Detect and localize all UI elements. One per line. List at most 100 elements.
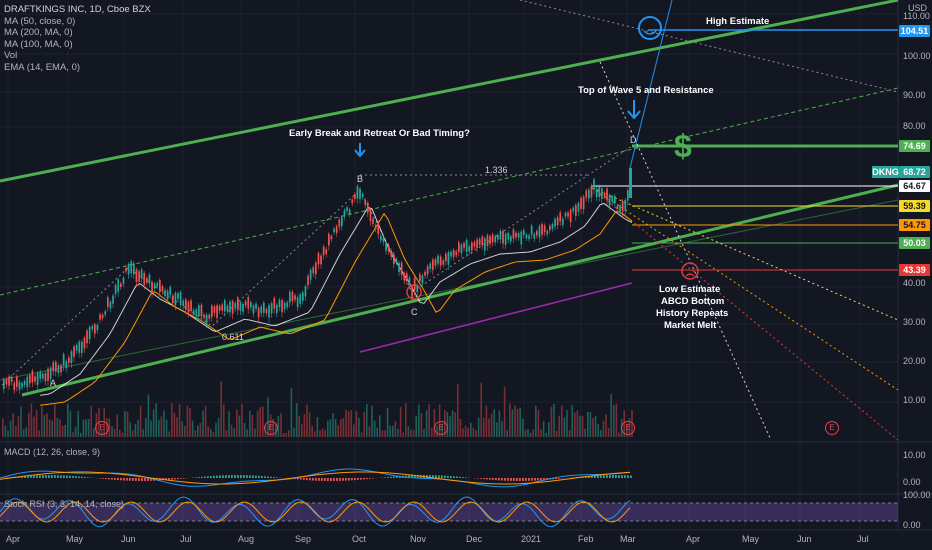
candle bbox=[411, 286, 413, 298]
currency-label[interactable]: USD bbox=[908, 3, 928, 13]
stoch-rsi-label[interactable]: Stoch RSI (3, 3, 14, 14, close) bbox=[4, 499, 125, 509]
macd-hist-bar bbox=[72, 475, 74, 478]
candle bbox=[114, 284, 117, 294]
candle bbox=[484, 238, 486, 251]
macd-hist-bar bbox=[105, 478, 107, 480]
candle bbox=[447, 252, 450, 265]
candle bbox=[580, 197, 582, 209]
volume-bar bbox=[488, 418, 490, 437]
macd-hist-bar bbox=[87, 477, 89, 478]
time-tick: Aug bbox=[238, 534, 255, 544]
earnings-badge[interactable]: E bbox=[95, 421, 109, 435]
price-tag-label: 68.72 bbox=[903, 167, 926, 177]
volume-bar bbox=[332, 412, 334, 437]
legend-symbol[interactable]: DRAFTKINGS INC, 1D, Cboe BZX bbox=[4, 4, 151, 15]
candles bbox=[3, 168, 632, 394]
candle bbox=[190, 300, 192, 312]
macd-hist-bar bbox=[306, 478, 308, 481]
macd-hist-bar bbox=[273, 477, 275, 478]
macd-hist-bar bbox=[225, 475, 227, 478]
macd-hist-bar bbox=[609, 475, 611, 478]
macd-hist-bar bbox=[345, 478, 347, 481]
volume-bar bbox=[280, 413, 282, 437]
macd-hist-bar bbox=[555, 478, 557, 480]
candle bbox=[239, 302, 242, 311]
low-estimate-label: Low Estimate bbox=[659, 284, 721, 295]
macd-hist-bar bbox=[324, 478, 326, 481]
volume-bar bbox=[368, 426, 371, 437]
candle bbox=[294, 295, 296, 300]
volume-bar bbox=[282, 432, 285, 437]
volume-bar bbox=[418, 404, 420, 437]
macd-hist-bar bbox=[558, 478, 560, 479]
price-tag-5475[interactable]: 54.75 bbox=[899, 219, 930, 231]
legend-ma100[interactable]: MA (100, MA, 0) bbox=[4, 38, 73, 50]
candle bbox=[335, 226, 338, 233]
candle bbox=[465, 239, 468, 252]
candle bbox=[372, 218, 374, 224]
earnings-badge[interactable]: E bbox=[825, 421, 839, 435]
macd-hist-bar bbox=[513, 478, 515, 481]
candle bbox=[276, 304, 278, 314]
legend-ma200[interactable]: MA (200, MA, 0) bbox=[4, 27, 73, 39]
stoch-band bbox=[0, 503, 898, 521]
legend-ma50[interactable]: MA (50, close, 0) bbox=[4, 15, 76, 27]
volume-bar bbox=[207, 426, 209, 437]
legend-vol[interactable]: Vol bbox=[4, 50, 18, 62]
legend-ema[interactable]: EMA (14, EMA, 0) bbox=[4, 61, 81, 73]
volume-bar bbox=[225, 430, 228, 437]
volume-bar bbox=[308, 412, 311, 437]
macd-hist-bar bbox=[429, 475, 431, 478]
candle bbox=[328, 233, 330, 246]
early-break-label: Early Break and Retreat Or Bad Timing? bbox=[289, 128, 470, 139]
macd-hist-bar bbox=[144, 478, 146, 481]
candle bbox=[364, 199, 367, 205]
candle bbox=[549, 225, 551, 231]
earnings-badge[interactable]: E bbox=[434, 421, 448, 435]
macd-hist-bar bbox=[36, 475, 38, 478]
price-tag-last[interactable]: 68.72 bbox=[899, 166, 930, 178]
price-tag-5003[interactable]: 50.03 bbox=[899, 237, 930, 249]
candle bbox=[515, 232, 517, 238]
earnings-badge[interactable]: E bbox=[621, 421, 635, 435]
macd-hist-bar bbox=[180, 478, 182, 479]
macd-hist-bar bbox=[240, 475, 242, 478]
macd-hist-bar bbox=[213, 475, 215, 478]
price-tag-6467[interactable]: 64.67 bbox=[899, 180, 930, 192]
price-tag-4339[interactable]: 43.39 bbox=[899, 264, 930, 276]
volume-bar bbox=[28, 412, 30, 437]
price-tag-7469[interactable]: 74.69 bbox=[899, 140, 930, 152]
candle bbox=[556, 217, 559, 226]
candle bbox=[382, 237, 385, 243]
macd-hist-bar bbox=[426, 475, 428, 478]
earnings-badge[interactable]: E bbox=[264, 421, 278, 435]
macd-hist-bar bbox=[258, 475, 260, 478]
macd-hist-bar bbox=[453, 476, 455, 478]
symbol-tag[interactable]: DKNG bbox=[872, 166, 899, 178]
candle bbox=[302, 292, 304, 301]
volume-bar bbox=[191, 420, 194, 437]
macd-hist-bar bbox=[432, 475, 434, 478]
macd-hist-bar bbox=[171, 478, 173, 480]
volume-bar bbox=[366, 404, 368, 437]
macd-label[interactable]: MACD (12, 26, close, 9) bbox=[4, 447, 101, 457]
price-tag-104[interactable]: 104.51 bbox=[899, 25, 930, 37]
candle bbox=[476, 239, 478, 249]
macd-hist-bar bbox=[627, 475, 629, 478]
time-tick: Nov bbox=[410, 534, 427, 544]
candle bbox=[343, 210, 346, 217]
macd-hist-bar bbox=[618, 475, 620, 478]
volume-bar bbox=[550, 406, 553, 437]
volume-bar bbox=[587, 411, 589, 437]
candle bbox=[455, 251, 458, 256]
price-tag-5939[interactable]: 59.39 bbox=[899, 200, 930, 212]
candle bbox=[164, 290, 166, 296]
volume-bar bbox=[511, 409, 514, 437]
candle bbox=[559, 212, 562, 222]
macd-hist-bar bbox=[357, 478, 359, 480]
candle bbox=[510, 236, 512, 242]
macd-hist-bar bbox=[84, 476, 86, 478]
macd-hist-bar bbox=[174, 478, 176, 480]
candle bbox=[504, 233, 507, 245]
